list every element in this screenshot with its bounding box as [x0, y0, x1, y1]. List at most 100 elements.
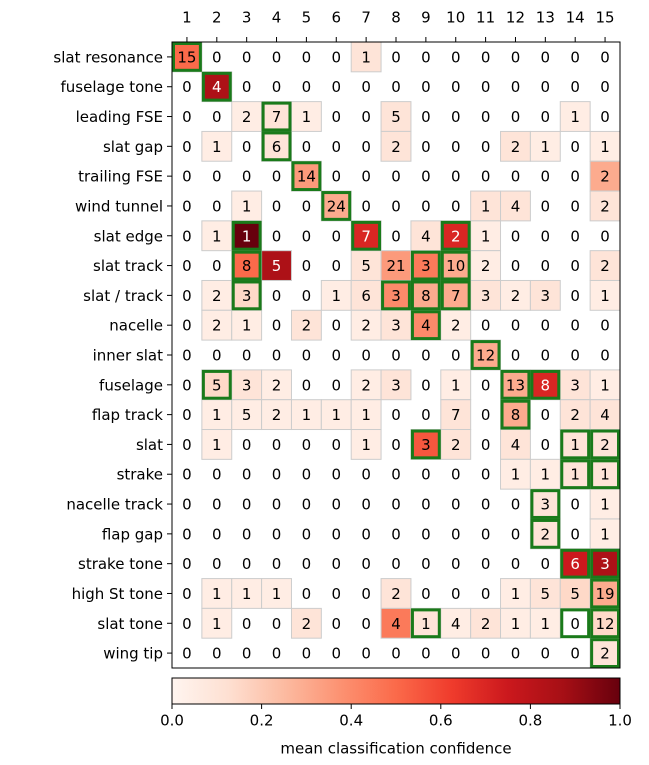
cell-count: 1 — [600, 138, 610, 156]
cell-count: 2 — [302, 317, 312, 335]
cell-count: 0 — [302, 78, 312, 96]
heat-cell — [500, 578, 531, 609]
cell-count: 5 — [541, 585, 551, 603]
cell-count: 0 — [331, 585, 341, 603]
y-tick-label: slat resonance — [53, 48, 163, 66]
cell-count: 0 — [302, 347, 312, 365]
cell-count: 0 — [421, 645, 431, 663]
cell-count: 0 — [242, 347, 252, 365]
cell-count: 2 — [600, 645, 610, 663]
cell-count: 2 — [391, 585, 401, 603]
heat-cell — [231, 309, 263, 341]
y-tick-label: fuselage tone — [60, 78, 163, 96]
cell-count: 1 — [212, 585, 222, 603]
cell-count: 0 — [302, 257, 312, 275]
cell-count: 1 — [302, 108, 312, 126]
colorbar-tick-label: 1.0 — [608, 712, 632, 730]
colorbar-tick-label: 0.6 — [429, 712, 453, 730]
cell-count: 2 — [451, 317, 461, 335]
cell-count: 0 — [302, 197, 312, 215]
cell-count: 0 — [361, 585, 371, 603]
heat-cell — [559, 399, 591, 431]
heat-cell — [231, 220, 263, 252]
highlight-box — [590, 429, 621, 460]
cell-count: 12 — [596, 615, 615, 633]
cell-count: 0 — [361, 108, 371, 126]
cell-count: 0 — [451, 78, 461, 96]
highlight-box — [590, 638, 621, 669]
cell-count: 0 — [570, 197, 580, 215]
highlight-box — [590, 459, 621, 490]
cell-count: 0 — [361, 168, 371, 186]
cell-count: 1 — [421, 615, 431, 633]
highlight-box — [560, 608, 591, 639]
y-tick-label: trailing FSE — [78, 168, 163, 186]
cell-count: 2 — [242, 108, 252, 126]
cell-count: 1 — [511, 585, 521, 603]
cell-count: 0 — [331, 257, 341, 275]
heat-cell — [410, 607, 442, 639]
cell-count: 0 — [361, 466, 371, 484]
cell-count: 0 — [451, 48, 461, 66]
cell-count: 0 — [182, 317, 192, 335]
x-tick-label: 12 — [506, 9, 525, 27]
cell-count: 1 — [272, 585, 282, 603]
cell-count: 0 — [212, 496, 222, 514]
cell-count: 0 — [570, 615, 580, 633]
cell-count: 3 — [541, 496, 551, 514]
highlight-box — [500, 369, 531, 400]
heat-cell — [589, 399, 621, 431]
heat-cell — [500, 369, 531, 401]
heat-cell — [231, 578, 263, 609]
highlight-box — [201, 71, 232, 102]
cell-count: 0 — [212, 555, 222, 573]
y-tick-label: slat track — [93, 257, 163, 275]
cell-count: 0 — [361, 525, 371, 543]
cell-count: 0 — [272, 317, 282, 335]
x-tick-label: 10 — [446, 9, 465, 27]
x-tick-label: 2 — [212, 9, 222, 27]
x-tick-label: 7 — [361, 9, 371, 27]
cell-count: 0 — [600, 317, 610, 335]
y-tick-label: wind tunnel — [75, 197, 163, 215]
cell-count: 0 — [421, 555, 431, 573]
highlight-box — [351, 220, 382, 251]
cell-count: 0 — [481, 585, 491, 603]
cell-count: 2 — [212, 317, 222, 335]
cell-count: 0 — [331, 466, 341, 484]
cell-count: 0 — [541, 197, 551, 215]
cell-count: 0 — [182, 168, 192, 186]
cell-count: 0 — [391, 436, 401, 454]
y-tick-label: slat — [136, 436, 163, 454]
cell-count: 0 — [511, 555, 521, 573]
cell-count: 0 — [212, 645, 222, 663]
cell-count: 0 — [302, 555, 312, 573]
heat-cell — [589, 369, 621, 401]
heat-cell — [231, 399, 263, 431]
x-tick-label: 4 — [272, 9, 282, 27]
cell-count: 2 — [600, 436, 610, 454]
heat-cell — [261, 399, 292, 431]
cell-count: 3 — [570, 376, 580, 394]
cell-count: 5 — [361, 257, 371, 275]
cell-count: 0 — [481, 317, 491, 335]
heat-cell — [231, 369, 263, 401]
cell-count: 0 — [570, 347, 580, 365]
cell-count: 4 — [511, 197, 521, 215]
cell-count: 0 — [212, 168, 222, 186]
cell-count: 0 — [511, 347, 521, 365]
cell-count: 0 — [272, 197, 282, 215]
cell-count: 0 — [391, 466, 401, 484]
cell-count: 0 — [182, 466, 192, 484]
heat-cell — [589, 548, 621, 580]
cell-count: 0 — [272, 555, 282, 573]
cell-count: 0 — [481, 466, 491, 484]
cell-count: 0 — [511, 645, 521, 663]
heat-cell — [350, 309, 382, 341]
cell-count: 0 — [272, 78, 282, 96]
cell-count: 1 — [511, 615, 521, 633]
cell-count: 0 — [541, 108, 551, 126]
cell-count: 0 — [391, 78, 401, 96]
highlight-box — [381, 280, 411, 311]
